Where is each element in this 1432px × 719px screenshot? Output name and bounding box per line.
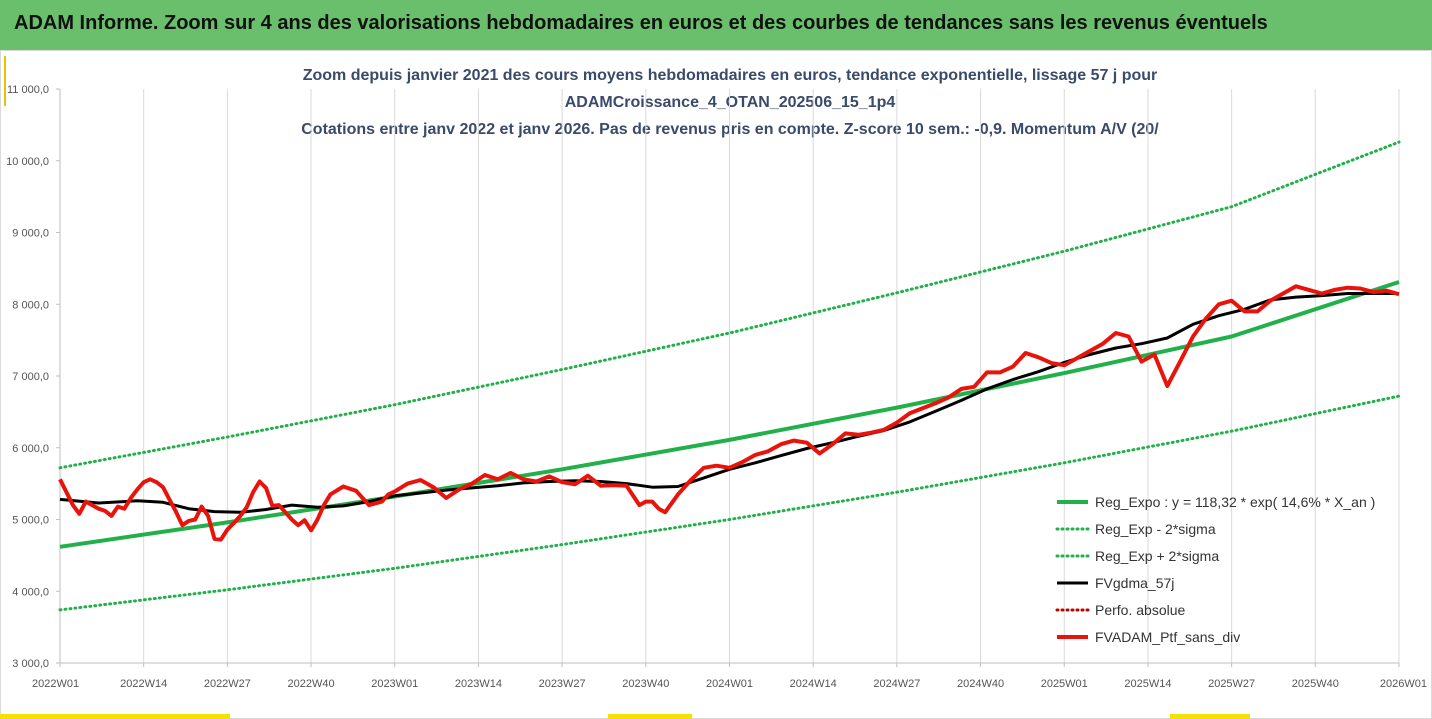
series-reg-exp-plus-2sigma (58, 140, 1401, 470)
x-tick-label: 2022W14 (120, 678, 167, 690)
frame-accent-bottom-left (0, 714, 230, 719)
x-tick-label: 2025W27 (1208, 678, 1255, 690)
series-fvadam-ptf (58, 284, 1400, 542)
chart-axes: 3 000,0 4 000,0 5 000,0 6 000,0 7 000,0 8 000… (6, 84, 1427, 690)
chart-grid (59, 89, 1400, 663)
y-tick-label: 11 000,0 (7, 84, 49, 96)
x-tick-label: 2022W01 (32, 678, 79, 690)
x-tick-label: 2023W14 (455, 678, 502, 690)
x-tick-label: 2024W14 (790, 678, 837, 690)
y-tick-label: 8 000,0 (12, 299, 49, 311)
series-fvgdma-57j (59, 292, 1399, 514)
x-tick-label: 2023W40 (622, 678, 669, 690)
y-tick-label: 10 000,0 (6, 156, 49, 168)
page-title: ADAM Informe. Zoom sur 4 ans des valoris… (14, 12, 1268, 34)
legend-label: FVgdma_57j (1095, 575, 1174, 591)
x-tick-label: 2025W01 (1041, 678, 1088, 690)
legend-label: Reg_Exp - 2*sigma (1095, 521, 1216, 537)
y-tick-label: 4 000,0 (12, 586, 49, 598)
x-tick-label: 2024W40 (957, 678, 1004, 690)
line-chart: Zoom depuis janvier 2021 des cours moyen… (6, 67, 1427, 690)
legend-label: Perfo. absolue (1095, 602, 1185, 618)
y-tick-label: 6 000,0 (12, 443, 49, 455)
y-tick-label: 9 000,0 (12, 228, 49, 240)
chart-series (58, 140, 1401, 612)
x-tick-label: 2022W27 (204, 678, 251, 690)
x-tick-label: 2023W01 (371, 678, 418, 690)
legend-label: FVADAM_Ptf_sans_div (1095, 629, 1240, 645)
header-banner: ADAM Informe. Zoom sur 4 ans des valoris… (0, 0, 1432, 51)
y-tick-label: 7 000,0 (12, 371, 49, 383)
y-tick-label: 3 000,0 (12, 658, 49, 670)
x-tick-label: 2026W01 (1380, 678, 1427, 690)
chart-title: Zoom depuis janvier 2021 des cours moyen… (301, 67, 1159, 138)
chart-legend: Reg_Expo : y = 118,32 * exp( 14,6% * X_a… (1055, 494, 1375, 645)
series-reg-expo (59, 280, 1400, 549)
series-reg-exp-minus-2sigma (58, 394, 1401, 612)
frame-accent-top (4, 56, 6, 106)
x-tick-label: 2023W27 (539, 678, 586, 690)
x-tick-label: 2024W01 (706, 678, 753, 690)
chart-title-line: Zoom depuis janvier 2021 des cours moyen… (303, 67, 1158, 84)
legend-label: Reg_Exp + 2*sigma (1095, 548, 1219, 564)
legend-label: Reg_Expo : y = 118,32 * exp( 14,6% * X_a… (1095, 494, 1375, 510)
x-tick-label: 2024W27 (873, 678, 920, 690)
x-tick-label: 2025W40 (1292, 678, 1339, 690)
x-tick-label: 2022W40 (288, 678, 335, 690)
chart-title-line: Cotations entre janv 2022 et janv 2026. … (301, 121, 1159, 138)
x-tick-label: 2025W14 (1124, 678, 1171, 690)
frame-accent-bottom-mid (608, 714, 692, 719)
frame-accent-bottom-right (1170, 714, 1250, 719)
chart-title-line: ADAMCroissance_4_OTAN_202506_15_1p4 (565, 94, 896, 111)
y-tick-label: 5 000,0 (12, 515, 49, 527)
